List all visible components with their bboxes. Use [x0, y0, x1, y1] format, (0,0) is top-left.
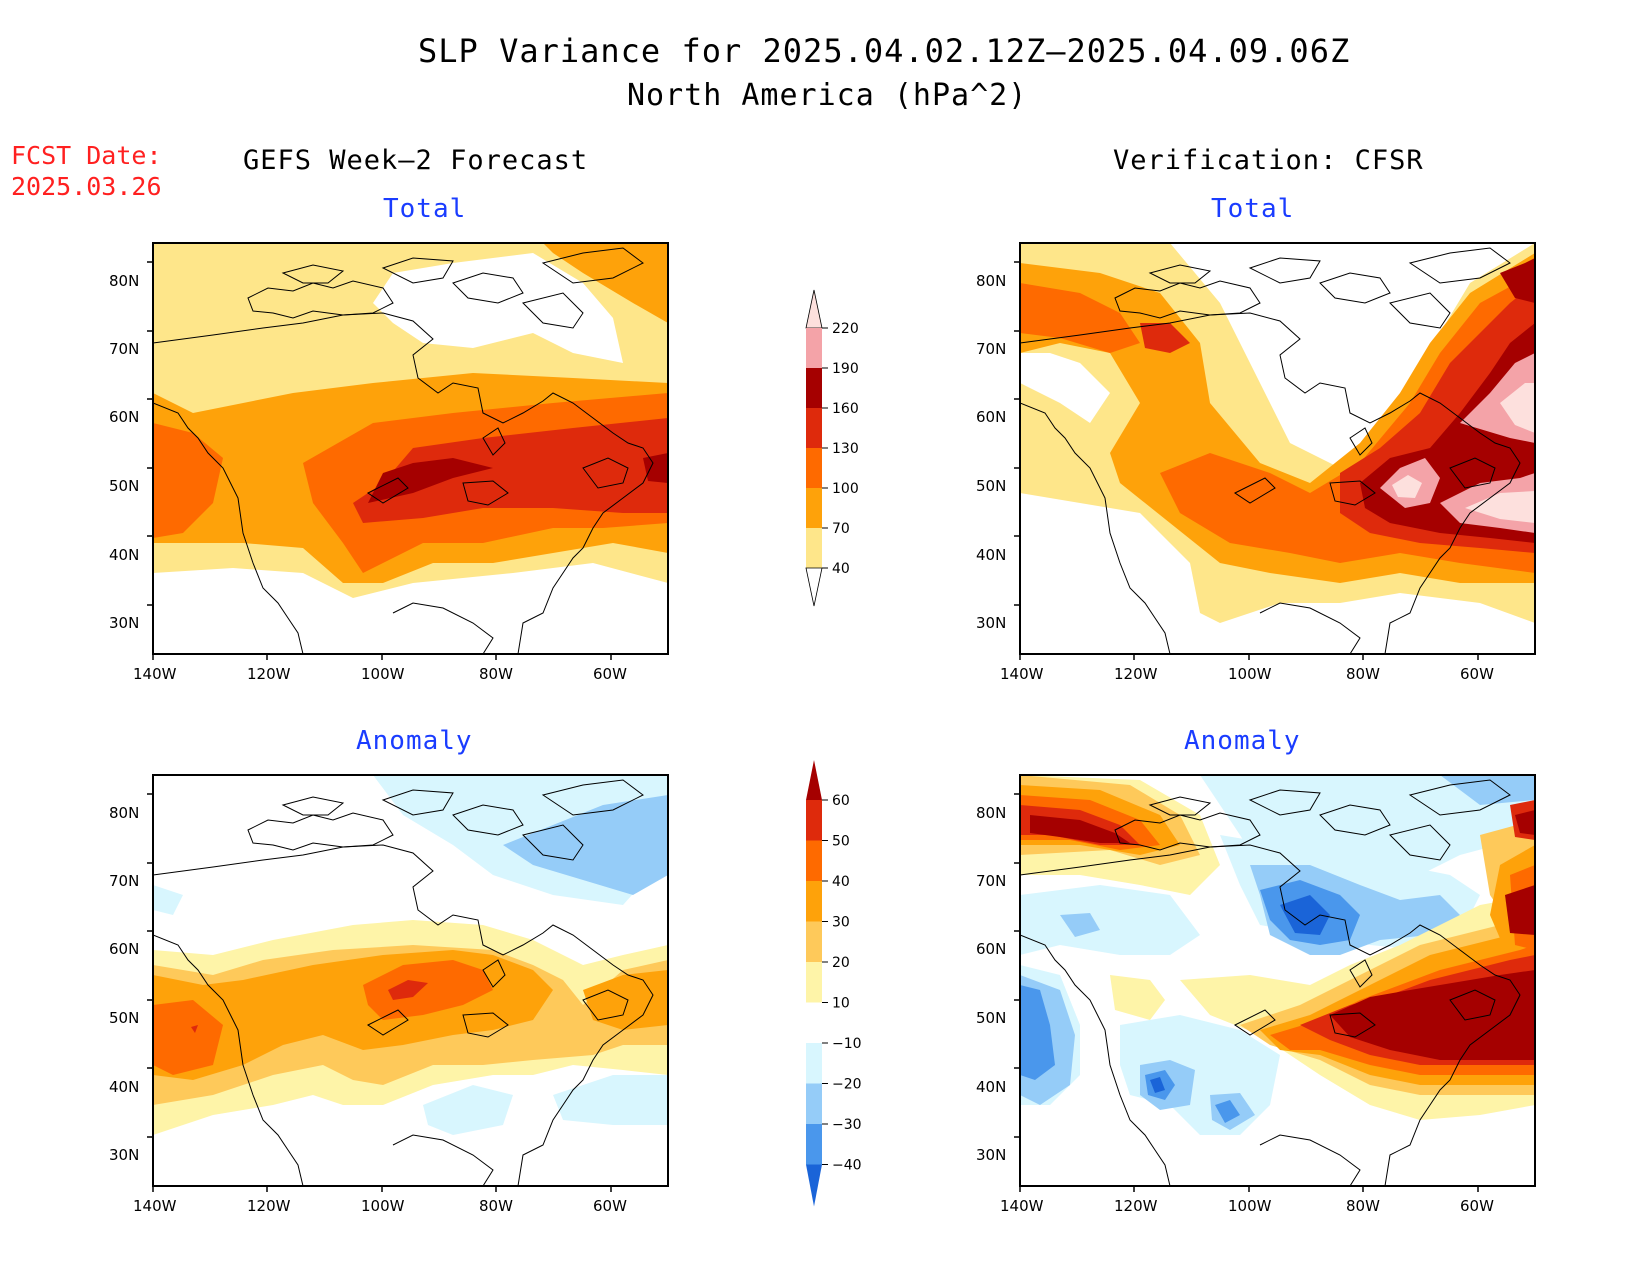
colorbar-segment [806, 328, 822, 368]
panel-label-forecast-anomaly: Anomaly [356, 726, 473, 756]
forecast-anomaly-map [147, 774, 669, 1192]
lat-label: 50N [109, 1009, 140, 1027]
lat-label: 80N [976, 804, 1007, 822]
colorbar-level-label: 10 [832, 996, 850, 1012]
colorbar-bottom-arrow [806, 1164, 822, 1207]
lon-label: 140W [133, 1197, 177, 1215]
fcst-date-value: 2025.03.26 [11, 172, 162, 201]
colorbar-level-label: 130 [832, 441, 859, 457]
colorbar-level-label: −30 [832, 1117, 862, 1133]
colorbar-segment [806, 368, 822, 408]
lat-label: 50N [109, 477, 140, 495]
lon-label: 60W [1460, 1197, 1494, 1215]
colorbar-level-label: 220 [832, 321, 859, 337]
lon-label: 60W [593, 1197, 627, 1215]
lon-label: 100W [1228, 1197, 1272, 1215]
lon-label: 100W [361, 1197, 405, 1215]
colorbar-level-label: −10 [832, 1036, 862, 1052]
lon-label: 140W [1000, 1197, 1044, 1215]
colorbar-segment [806, 881, 822, 922]
colorbar-top-arrow [805, 289, 823, 329]
colorbar-segment [806, 528, 822, 568]
colorbar-level-label: 40 [832, 561, 850, 577]
sub-title: North America (hPa^2) [627, 78, 1028, 113]
colorbar-segment [806, 921, 822, 962]
panel-label-verification-total: Total [1211, 194, 1295, 224]
lat-label: 50N [976, 1009, 1007, 1027]
colorbar-segment [806, 488, 822, 528]
colorbar-segment [806, 1083, 822, 1124]
lat-label: 30N [976, 614, 1007, 632]
lat-label: 30N [109, 614, 140, 632]
lat-label: 40N [976, 1078, 1007, 1096]
lon-label: 80W [1346, 1197, 1380, 1215]
lat-label: 40N [109, 1078, 140, 1096]
colorbar-level-label: 60 [832, 793, 850, 809]
colorbar-segment [806, 408, 822, 448]
anomaly-colorbar: 60 50 40 30 20 10 −10 −20 −30 −40 [806, 760, 862, 1207]
panel-label-forecast-total: Total [383, 194, 467, 224]
lon-label: 80W [479, 665, 513, 683]
lon-label: 120W [247, 1197, 291, 1215]
verification-anomaly-map [1014, 774, 1536, 1192]
lon-label: 120W [247, 665, 291, 683]
lat-label: 70N [976, 340, 1007, 358]
forecast-total-map [147, 242, 669, 660]
lat-label: 40N [109, 546, 140, 564]
colorbar-level-label: 160 [832, 401, 859, 417]
colorbar-level-label: 40 [832, 874, 850, 890]
lat-label: 30N [109, 1146, 140, 1164]
colorbar-segment [806, 1124, 822, 1165]
lon-label: 120W [1114, 1197, 1158, 1215]
lat-label: 70N [976, 872, 1007, 890]
lat-label: 30N [976, 1146, 1007, 1164]
lon-label: 100W [361, 665, 405, 683]
colorbar-level-label: 100 [832, 481, 859, 497]
verification-column-title: Verification: CFSR [1113, 145, 1424, 176]
lon-label: 100W [1228, 665, 1272, 683]
lat-label: 60N [976, 940, 1007, 958]
colorbar-level-label: −20 [832, 1077, 862, 1093]
total-colorbar: 220 190 160 130 100 70 40 [805, 289, 859, 607]
lat-label: 80N [109, 804, 140, 822]
lat-label: 60N [109, 408, 140, 426]
colorbar-segment [806, 1002, 822, 1043]
forecast-column-title: GEFS Week–2 Forecast [243, 145, 589, 176]
lat-label: 80N [109, 272, 140, 290]
lon-label: 140W [133, 665, 177, 683]
colorbar-segment [806, 1043, 822, 1084]
colorbar-level-label: −40 [832, 1158, 862, 1174]
colorbar-level-label: 190 [832, 361, 859, 377]
panel-label-verification-anomaly: Anomaly [1184, 726, 1301, 756]
lat-label: 50N [976, 477, 1007, 495]
colorbar-segment [806, 800, 822, 841]
lon-label: 60W [593, 665, 627, 683]
lat-label: 70N [109, 872, 140, 890]
lon-label: 80W [1346, 665, 1380, 683]
colorbar-segment [806, 840, 822, 881]
colorbar-level-label: 50 [832, 834, 850, 850]
lat-label: 60N [976, 408, 1007, 426]
colorbar-level-label: 30 [832, 915, 850, 931]
lon-label: 60W [1460, 665, 1494, 683]
colorbar-top-arrow [806, 760, 822, 800]
colorbar-segment [806, 962, 822, 1003]
lon-label: 80W [479, 1197, 513, 1215]
lat-label: 80N [976, 272, 1007, 290]
fcst-date-label: FCST Date: [11, 141, 162, 170]
lat-label: 40N [976, 546, 1007, 564]
main-title: SLP Variance for 2025.04.02.12Z–2025.04.… [418, 32, 1351, 70]
lat-label: 60N [109, 940, 140, 958]
lon-label: 120W [1114, 665, 1158, 683]
colorbar-segment [806, 448, 822, 488]
colorbar-bottom-arrow [805, 567, 823, 607]
lon-label: 140W [1000, 665, 1044, 683]
lat-label: 70N [109, 340, 140, 358]
colorbar-level-label: 20 [832, 955, 850, 971]
verification-total-map [1014, 242, 1536, 660]
colorbar-level-label: 70 [832, 521, 850, 537]
